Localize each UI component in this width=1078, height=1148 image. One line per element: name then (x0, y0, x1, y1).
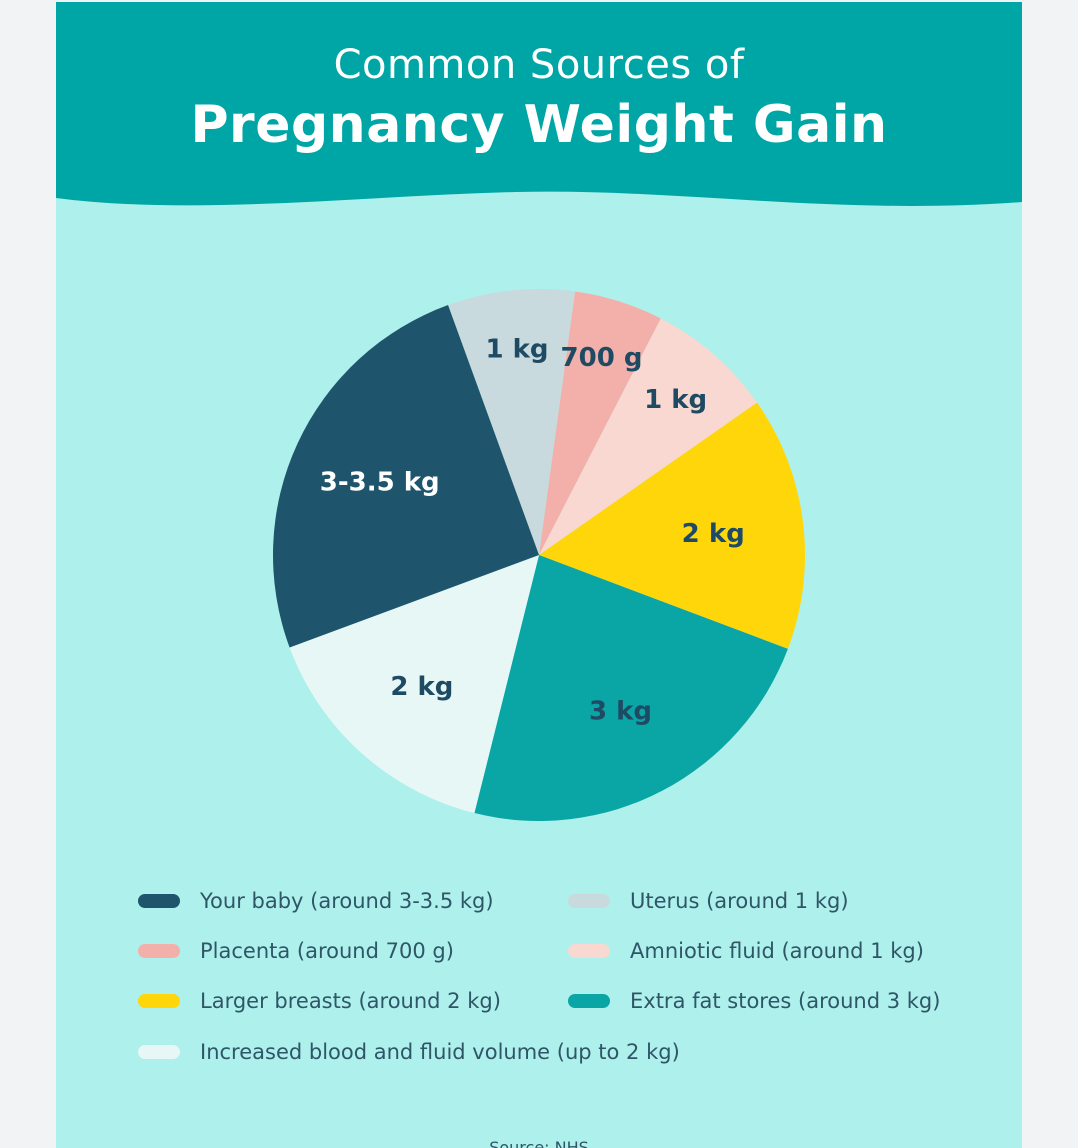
slice-value-label: 2 kg (390, 672, 453, 702)
slice-value-label: 1 kg (644, 385, 707, 415)
legend-label: Your baby (around 3-3.5 kg) (200, 889, 494, 913)
legend-swatch (568, 944, 610, 958)
legend-label: Larger breasts (around 2 kg) (200, 989, 501, 1013)
infographic-card: Common Sources of Pregnancy Weight Gain … (56, 2, 1022, 1148)
pie-slice (539, 318, 758, 555)
legend-swatch (568, 994, 610, 1008)
legend-swatch (568, 894, 610, 908)
chart-title-line1: Common Sources of (333, 42, 745, 88)
pie-slice (539, 402, 805, 649)
legend-item-blood-fluid-volume: Increased blood and fluid volume (up to … (138, 1037, 680, 1067)
pie-slice (289, 555, 539, 814)
slice-value-label: 2 kg (682, 519, 745, 549)
pie-slice (474, 555, 788, 822)
pie-slice (448, 288, 576, 555)
legend-swatch (138, 1045, 180, 1059)
legend-item-amniotic-fluid: Amniotic fluid (around 1 kg) (568, 936, 924, 966)
legend-item-larger-breasts: Larger breasts (around 2 kg) (138, 986, 501, 1016)
source-note: Source: NHS (489, 1138, 589, 1148)
pie-chart: 1 kg 700 g1 kg2 kg3 kg2 kg3-3.5 kg (273, 288, 805, 822)
slice-value-label: 3 kg (589, 697, 652, 727)
legend-label: Extra fat stores (around 3 kg) (630, 989, 941, 1013)
legend-label: Increased blood and fluid volume (up to … (200, 1040, 680, 1064)
legend-swatch (138, 994, 180, 1008)
legend-item-your-baby: Your baby (around 3-3.5 kg) (138, 886, 494, 916)
legend-swatch (138, 894, 180, 908)
legend-label: Amniotic fluid (around 1 kg) (630, 939, 924, 963)
slice-value-label: 700 g (561, 343, 643, 373)
legend-item-extra-fat-stores: Extra fat stores (around 3 kg) (568, 986, 940, 1016)
legend-item-placenta: Placenta (around 700 g) (138, 936, 454, 966)
header-banner (56, 2, 1022, 206)
legend-swatch (138, 944, 180, 958)
chart-title-line2: Pregnancy Weight Gain (190, 95, 888, 155)
pie-slice (273, 305, 539, 648)
pie-slice (539, 291, 661, 555)
legend-label: Placenta (around 700 g) (200, 939, 454, 963)
legend-label: Uterus (around 1 kg) (630, 889, 849, 913)
slice-value-label: 3-3.5 kg (320, 467, 440, 497)
legend-item-uterus: Uterus (around 1 kg) (568, 886, 849, 916)
slice-value-label: 1 kg (485, 335, 548, 365)
